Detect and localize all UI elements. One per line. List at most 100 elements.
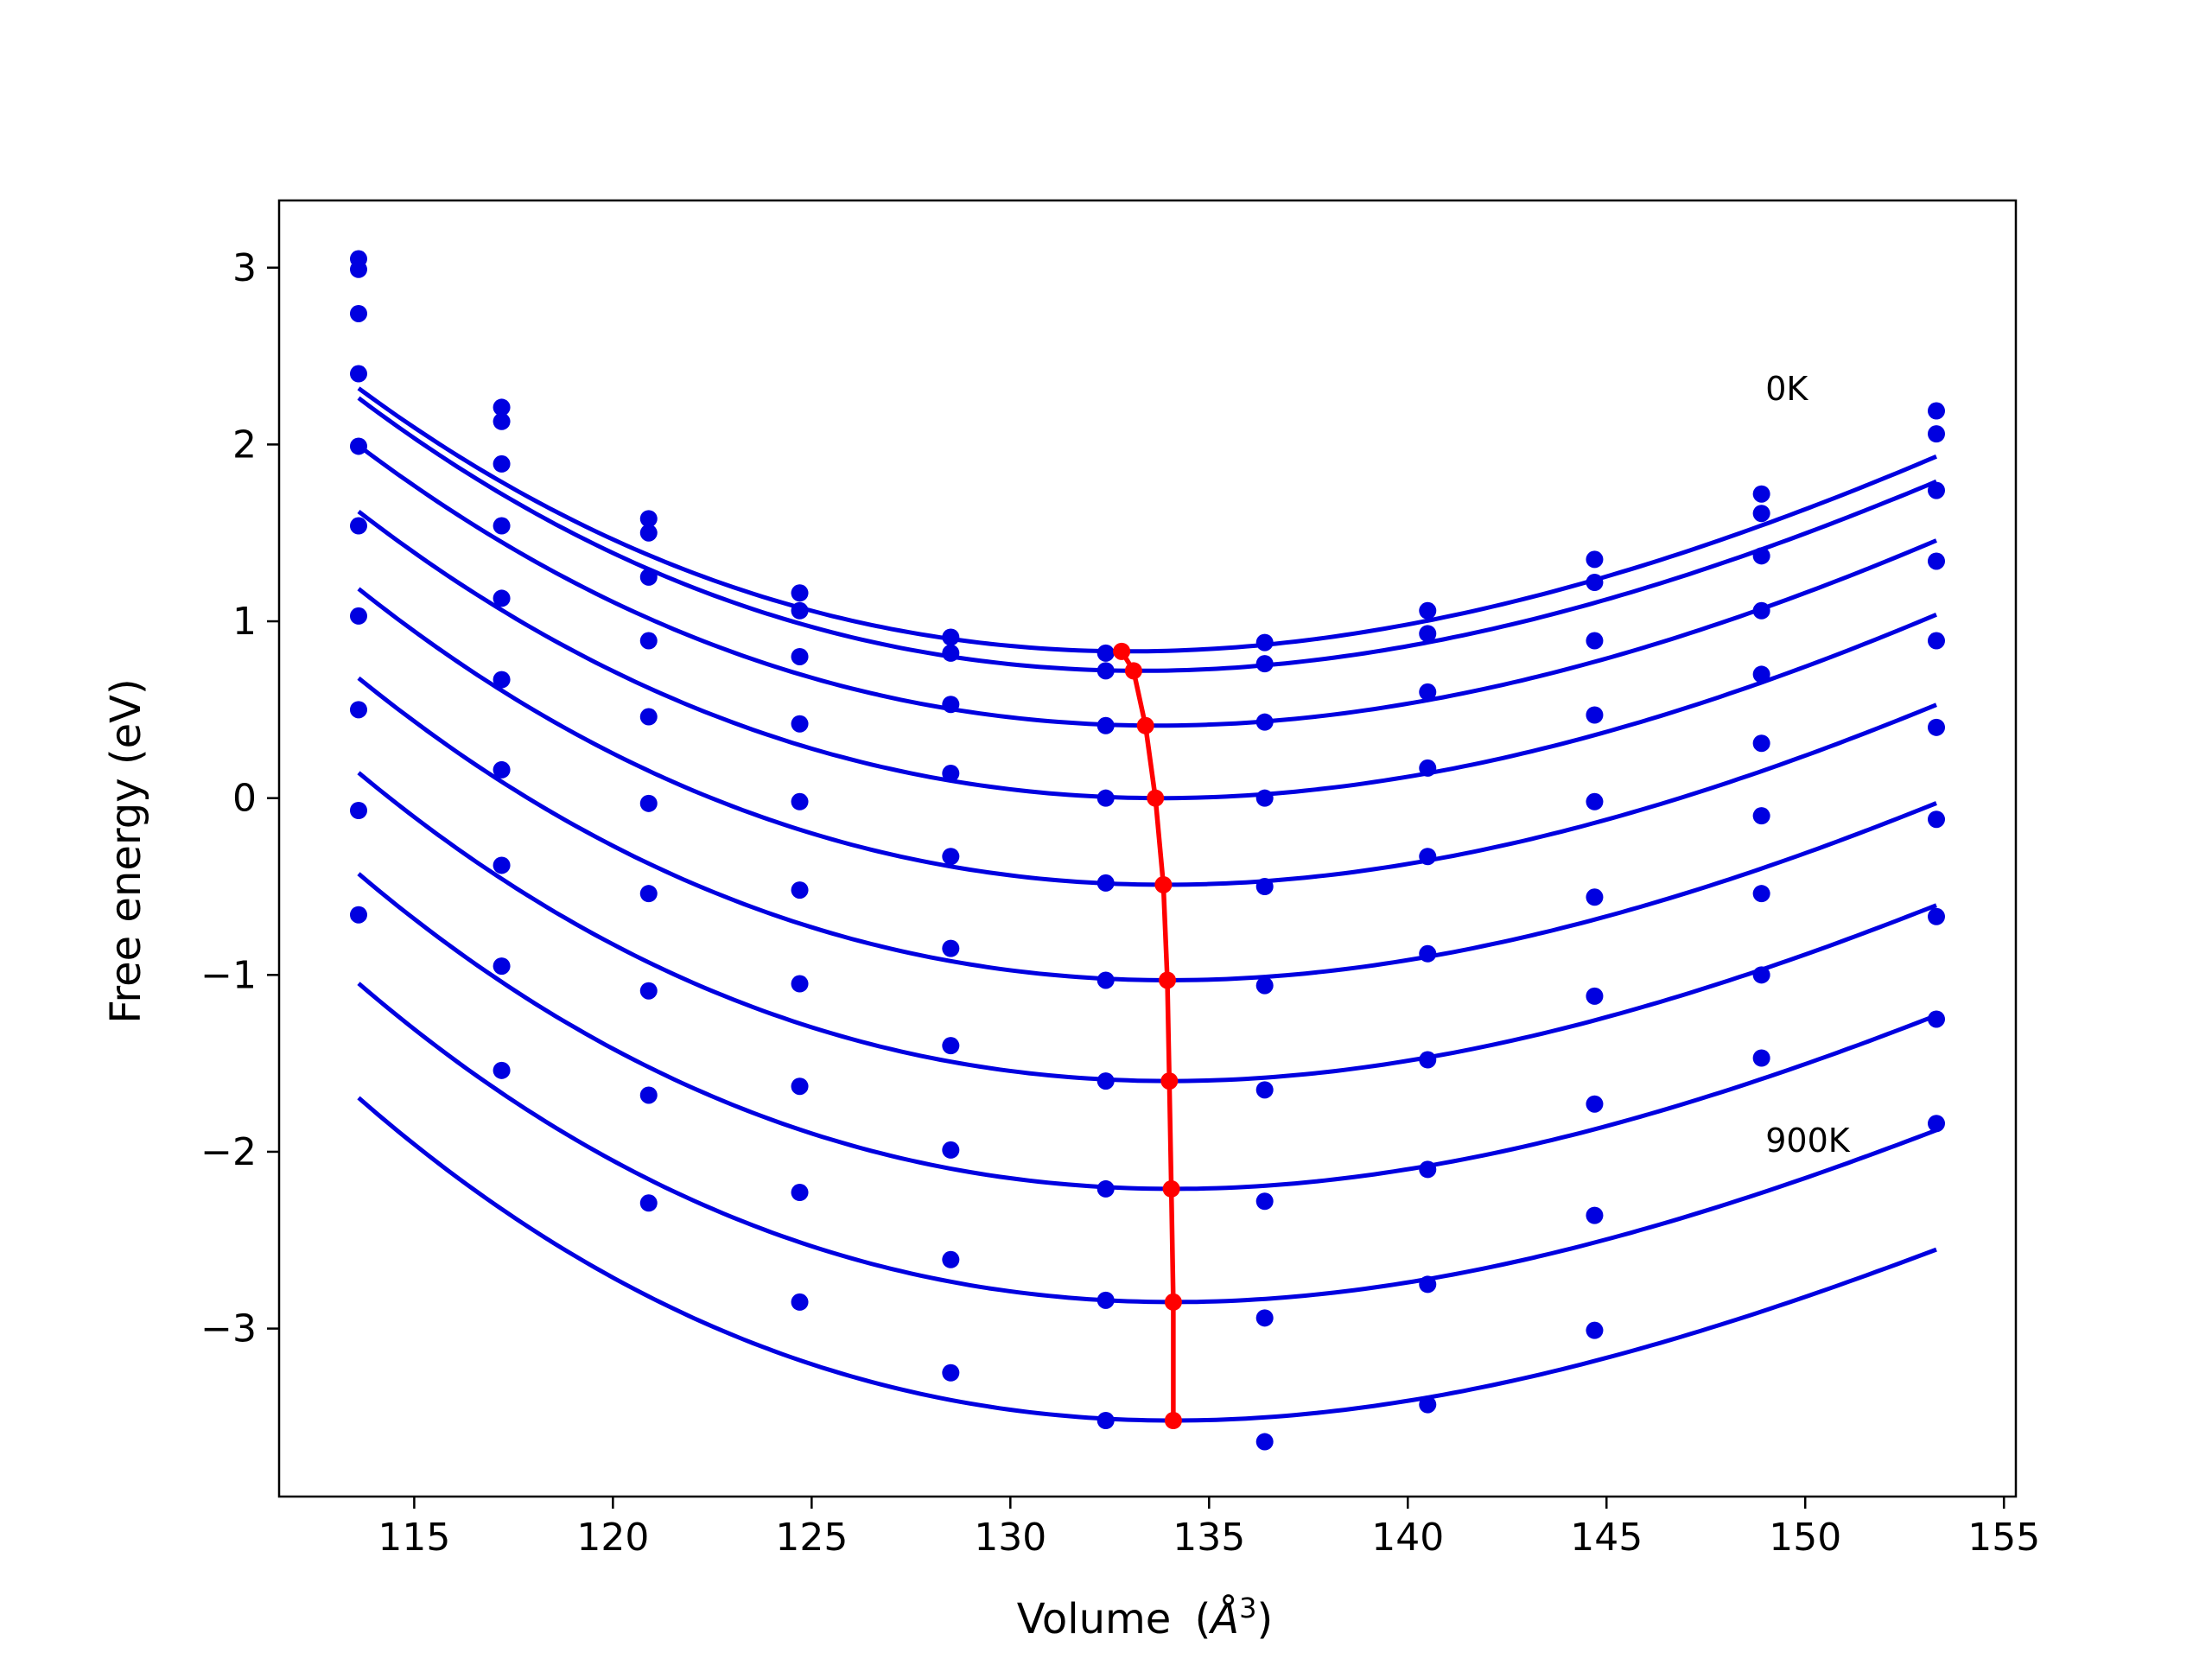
data-point bbox=[791, 792, 809, 810]
data-point bbox=[639, 524, 658, 542]
data-point bbox=[1586, 792, 1604, 810]
data-point bbox=[493, 412, 511, 430]
data-point bbox=[1096, 789, 1115, 807]
fit-curve-6 bbox=[357, 771, 1937, 1084]
y-tick-label: 3 bbox=[232, 246, 257, 290]
data-point bbox=[1419, 683, 1437, 701]
data-point bbox=[1752, 807, 1770, 825]
data-point bbox=[1586, 574, 1604, 592]
data-point bbox=[1752, 966, 1770, 984]
data-point bbox=[1096, 1412, 1115, 1430]
x-tick-label: 125 bbox=[775, 1516, 848, 1560]
data-point bbox=[1586, 1095, 1604, 1113]
x-tick-label: 145 bbox=[1570, 1516, 1643, 1560]
fit-curve-7 bbox=[357, 872, 1937, 1192]
data-point bbox=[1928, 810, 1946, 829]
data-point bbox=[1255, 877, 1274, 895]
data-point bbox=[942, 1363, 960, 1382]
data-point bbox=[1928, 425, 1946, 443]
data-point bbox=[1419, 1051, 1437, 1069]
data-point bbox=[1928, 552, 1946, 570]
minimum-point bbox=[1136, 716, 1154, 734]
minimum-point bbox=[1154, 875, 1173, 893]
data-point bbox=[639, 1086, 658, 1104]
data-point bbox=[1096, 716, 1115, 734]
minimum-point bbox=[1158, 971, 1176, 989]
data-point bbox=[639, 1194, 658, 1212]
data-point bbox=[1752, 1049, 1770, 1067]
data-point bbox=[1586, 888, 1604, 906]
x-tick-label: 135 bbox=[1173, 1516, 1245, 1560]
data-point bbox=[1928, 1115, 1946, 1133]
y-tick-label: 0 bbox=[232, 777, 257, 821]
data-point bbox=[349, 437, 367, 455]
data-point bbox=[1419, 1395, 1437, 1414]
data-point bbox=[1928, 402, 1946, 420]
data-point bbox=[1928, 718, 1946, 736]
data-point bbox=[493, 517, 511, 535]
data-point bbox=[1752, 505, 1770, 523]
minimum-line bbox=[1119, 650, 1176, 1421]
plot-area bbox=[349, 250, 1946, 1451]
y-tick-label: −2 bbox=[200, 1130, 257, 1174]
data-point bbox=[349, 906, 367, 924]
data-point bbox=[942, 1141, 960, 1159]
data-point bbox=[942, 848, 960, 866]
data-point bbox=[493, 454, 511, 473]
data-point bbox=[942, 1250, 960, 1268]
data-point bbox=[639, 510, 658, 528]
data-point bbox=[349, 517, 367, 535]
data-point bbox=[639, 632, 658, 650]
data-point bbox=[349, 365, 367, 383]
data-point bbox=[1586, 550, 1604, 569]
x-axis: 115 120 125 130 135 140 145 150 155 bbox=[378, 1497, 2040, 1560]
data-point bbox=[349, 304, 367, 322]
minimum-point bbox=[1113, 642, 1131, 660]
data-point bbox=[1752, 665, 1770, 683]
data-point bbox=[1255, 976, 1274, 995]
y-axis: 3 2 1 0 −1 −2 −3 bbox=[200, 246, 279, 1351]
y-tick-label: 2 bbox=[232, 423, 257, 467]
data-point bbox=[1096, 644, 1115, 662]
data-point bbox=[1255, 1433, 1274, 1451]
data-point bbox=[791, 1293, 809, 1311]
data-point bbox=[493, 957, 511, 976]
data-point bbox=[1255, 1192, 1274, 1211]
data-point bbox=[1752, 734, 1770, 753]
data-point bbox=[1419, 625, 1437, 643]
x-tick-label: 115 bbox=[378, 1516, 450, 1560]
data-point bbox=[1752, 547, 1770, 565]
data-point bbox=[493, 856, 511, 874]
data-point bbox=[1586, 706, 1604, 724]
data-point bbox=[349, 802, 367, 820]
plot-frame bbox=[277, 199, 2018, 1498]
data-point bbox=[1928, 1010, 1946, 1028]
data-point bbox=[349, 260, 367, 278]
data-point bbox=[493, 671, 511, 689]
x-tick-label: 150 bbox=[1769, 1516, 1841, 1560]
data-point bbox=[791, 881, 809, 899]
data-point bbox=[1255, 1081, 1274, 1099]
minimum-point bbox=[1164, 1293, 1182, 1311]
data-point bbox=[942, 765, 960, 783]
fit-curve-4 bbox=[357, 587, 1937, 887]
data-point bbox=[791, 601, 809, 620]
x-axis-label: Volume (Å3) bbox=[1017, 1592, 1273, 1643]
data-point bbox=[1586, 1206, 1604, 1224]
minimum-point bbox=[1164, 1412, 1182, 1430]
data-point bbox=[791, 715, 809, 733]
y-axis-label: Free energy (eV) bbox=[102, 678, 150, 1023]
data-point bbox=[942, 644, 960, 662]
data-point bbox=[1752, 601, 1770, 620]
data-point bbox=[1928, 907, 1946, 925]
annotations: 0K 900K bbox=[1765, 370, 1851, 1160]
data-point bbox=[639, 982, 658, 1000]
data-point bbox=[639, 568, 658, 586]
y-tick-label: −3 bbox=[200, 1307, 257, 1351]
minimum-point bbox=[1160, 1072, 1179, 1090]
data-point bbox=[791, 1184, 809, 1202]
data-point bbox=[639, 794, 658, 812]
data-point bbox=[1255, 789, 1274, 807]
minimum-point bbox=[1162, 1179, 1180, 1198]
